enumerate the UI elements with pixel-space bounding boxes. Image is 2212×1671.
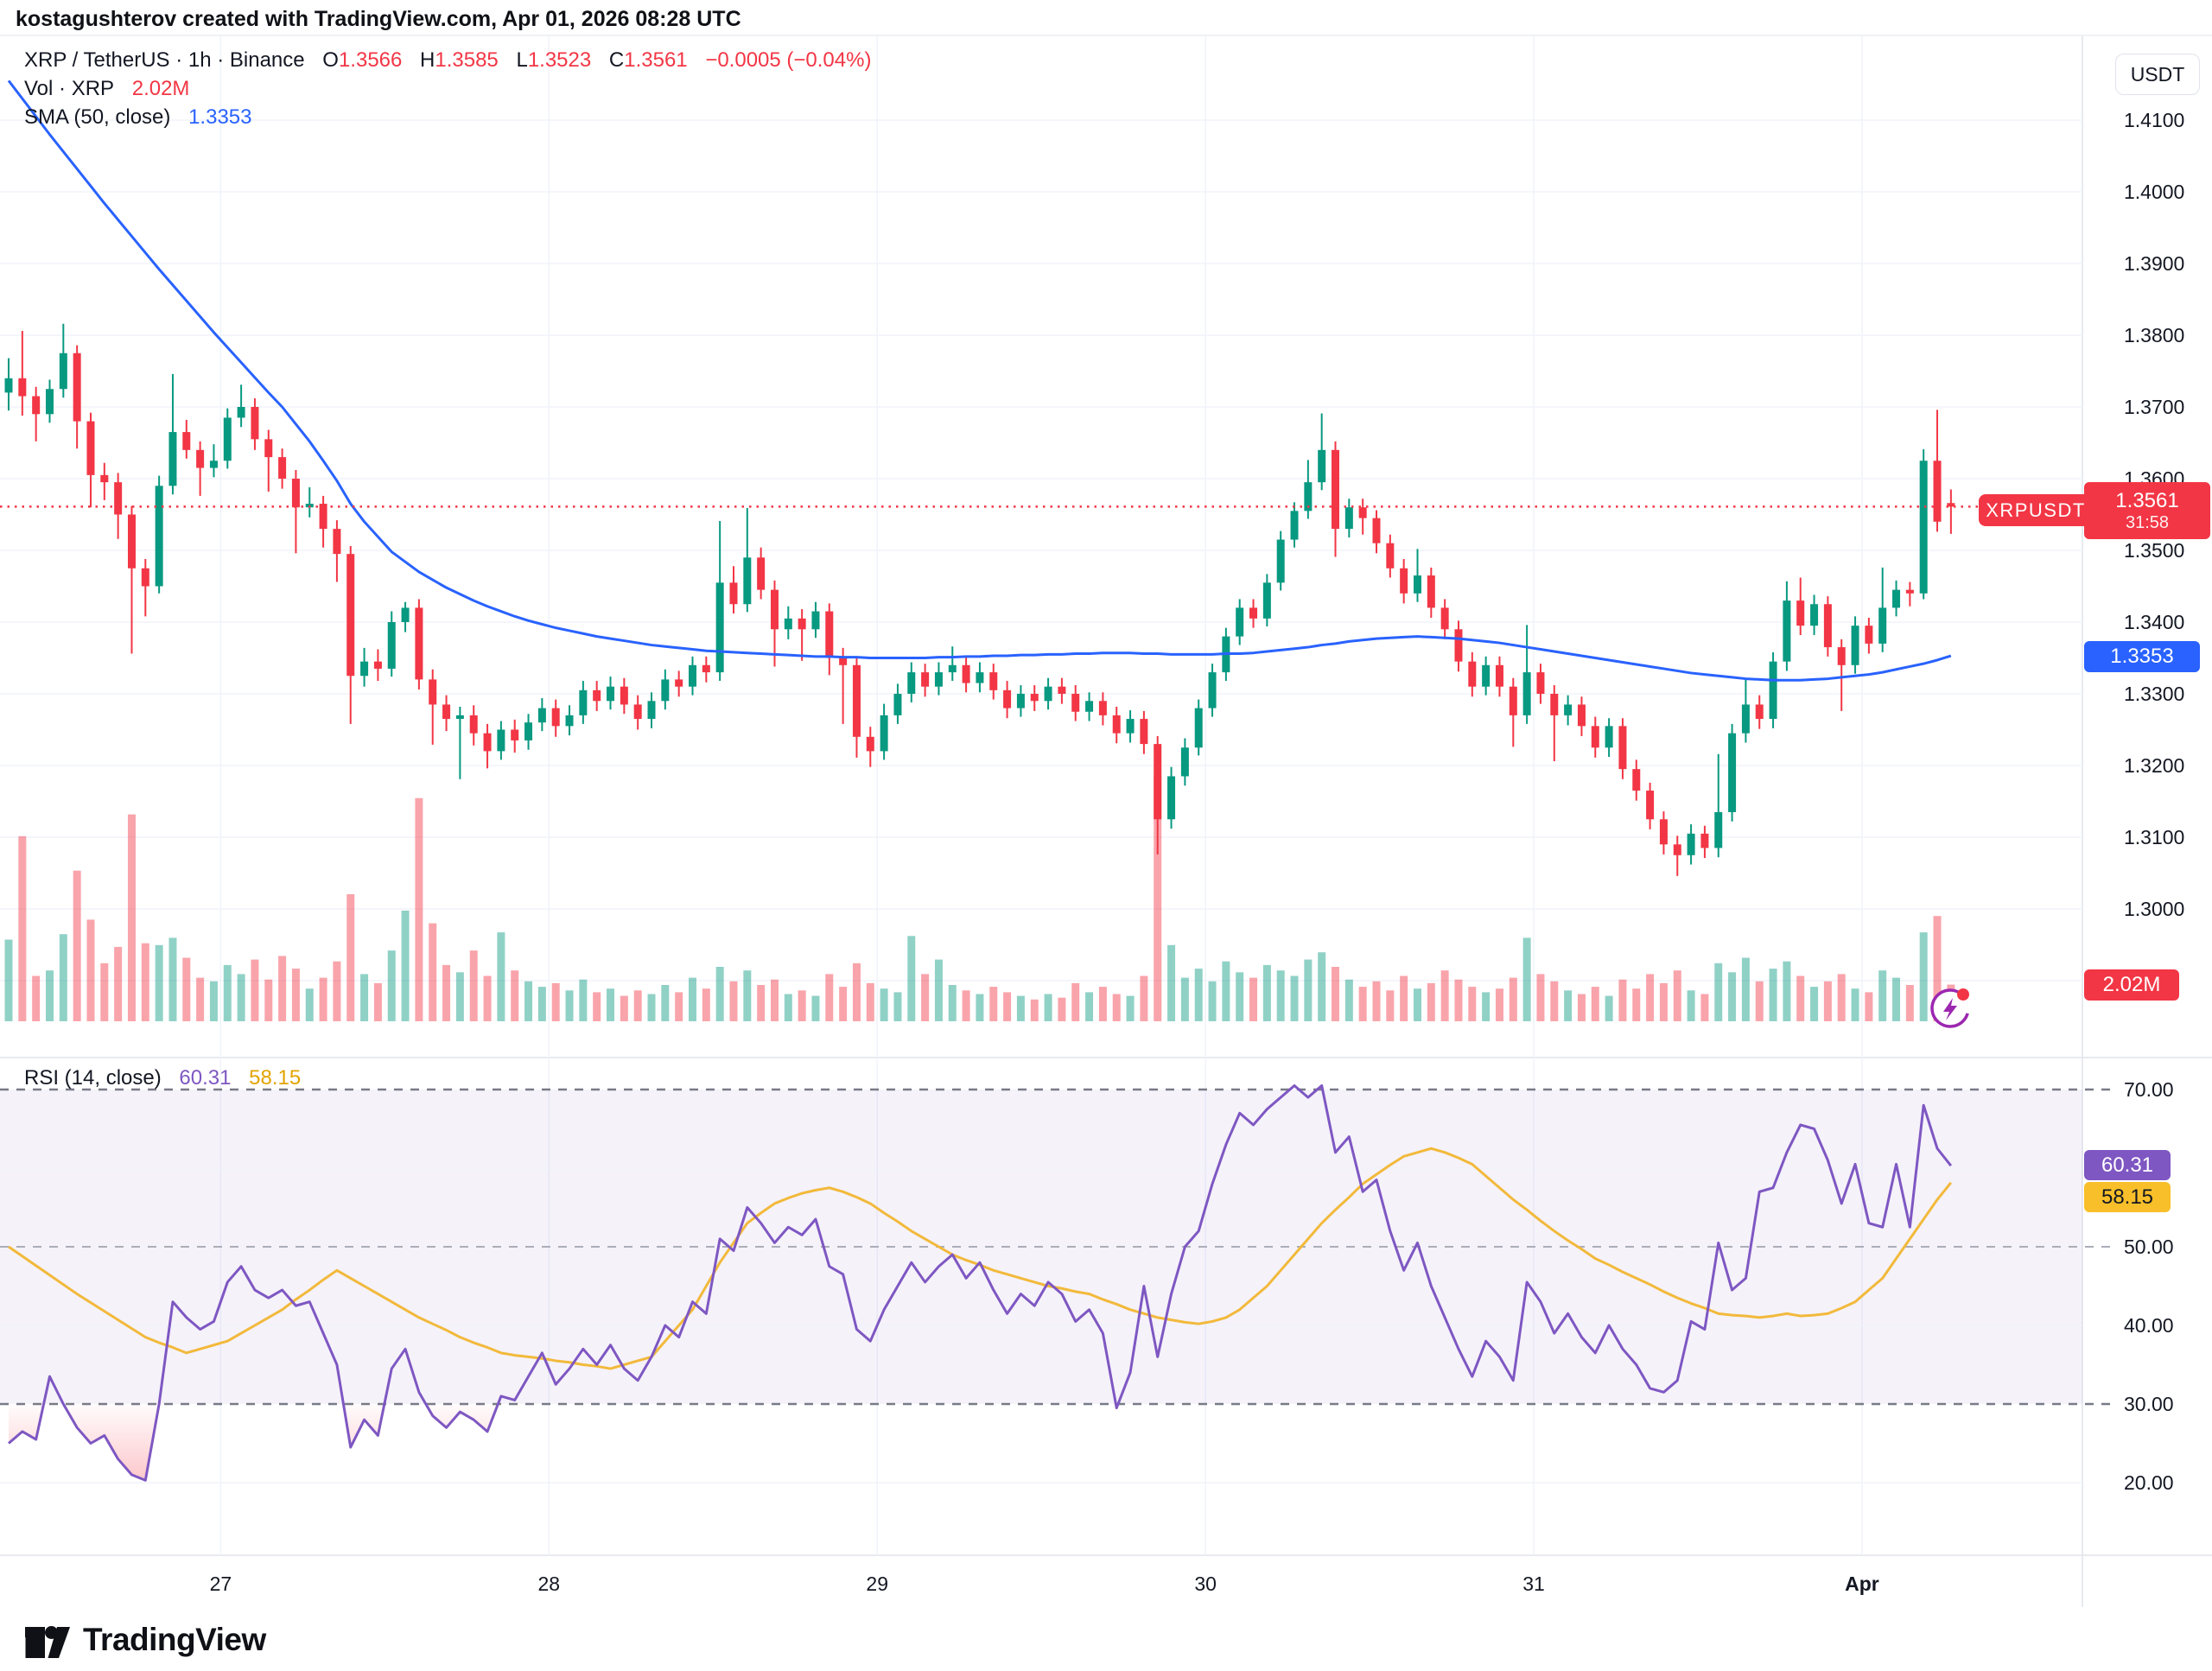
price-tick-1.3500: 1.3500 — [2124, 539, 2185, 562]
flash-icon[interactable] — [1927, 983, 1977, 1033]
time-tick-Apr: Apr — [1845, 1573, 1879, 1595]
time-tick-31: 31 — [1522, 1573, 1545, 1595]
open-label: O — [322, 48, 339, 72]
rsi-title: RSI (14, close) — [24, 1066, 162, 1090]
sma-legend-row[interactable]: SMA (50, close) 1.3353 — [24, 105, 251, 130]
price-tick-1.3300: 1.3300 — [2124, 683, 2185, 705]
price-tick-1.3800: 1.3800 — [2124, 324, 2185, 346]
rsi-legend-row[interactable]: RSI (14, close) 60.31 58.15 — [24, 1066, 301, 1090]
time-tick-29: 29 — [866, 1573, 888, 1595]
volume-legend-row[interactable]: Vol · XRP 2.02M — [24, 77, 189, 101]
time-tick-27: 27 — [209, 1573, 232, 1595]
symbol-price-tag: XRPUSDT — [1979, 494, 2093, 526]
rsi-value: 60.31 — [179, 1066, 232, 1090]
last-price-badge: 1.3561 31:58 — [2084, 482, 2210, 539]
rsi-value-badge: 60.31 — [2084, 1150, 2171, 1180]
low-label: L — [516, 48, 528, 72]
price-tick-1.3400: 1.3400 — [2124, 611, 2185, 633]
rsi-ma-value-badge: 58.15 — [2084, 1182, 2171, 1212]
lightning-glyph — [1943, 998, 1957, 1020]
currency-button[interactable]: USDT — [2115, 54, 2200, 95]
price-tick-1.3000: 1.3000 — [2124, 898, 2185, 920]
price-tick-1.3100: 1.3100 — [2124, 826, 2185, 848]
sma-label: SMA (50, close) — [24, 105, 171, 129]
volume-label: Vol · XRP — [24, 77, 115, 100]
last-price-value: 1.3561 — [2115, 489, 2179, 512]
high-label: H — [420, 48, 435, 72]
price-tick-1.4100: 1.4100 — [2124, 109, 2185, 131]
tradingview-logo-text: TradingView — [83, 1622, 266, 1657]
symbol-title: XRP / TetherUS · 1h · Binance — [24, 48, 305, 72]
low-value: 1.3523 — [527, 48, 592, 72]
attribution-header: kostagushterov created with TradingView.… — [16, 7, 741, 31]
sma-value: 1.3353 — [188, 105, 252, 129]
time-tick-30: 30 — [1194, 1573, 1217, 1595]
rsi-tick-70.00: 70.00 — [2124, 1078, 2174, 1101]
sma-price-badge: 1.3353 — [2084, 641, 2200, 672]
high-value: 1.3585 — [435, 48, 499, 72]
tradingview-mark-icon — [25, 1626, 70, 1658]
price-tick-1.4000: 1.4000 — [2124, 181, 2185, 203]
open-value: 1.3566 — [338, 48, 403, 72]
tradingview-logo[interactable]: TradingView — [24, 1617, 266, 1662]
volume-badge: 2.02M — [2084, 969, 2179, 1001]
time-tick-28: 28 — [537, 1573, 561, 1595]
change-value: −0.0005 (−0.04%) — [705, 48, 872, 72]
bar-countdown: 31:58 — [2125, 513, 2170, 532]
rsi-ma-value: 58.15 — [249, 1066, 302, 1090]
rsi-tick-50.00: 50.00 — [2124, 1236, 2174, 1258]
volume-value: 2.02M — [131, 77, 190, 100]
price-tick-1.3200: 1.3200 — [2124, 754, 2185, 777]
price-tick-1.3900: 1.3900 — [2124, 252, 2185, 275]
close-label: C — [608, 48, 625, 72]
rsi-tick-40.00: 40.00 — [2124, 1314, 2174, 1337]
rsi-tick-20.00: 20.00 — [2124, 1471, 2174, 1494]
notification-dot — [1957, 988, 1969, 1001]
symbol-legend-row[interactable]: XRP / TetherUS · 1h · Binance O1.3566 H1… — [24, 48, 871, 73]
rsi-tick-30.00: 30.00 — [2124, 1393, 2174, 1415]
close-value: 1.3561 — [624, 48, 688, 72]
price-tick-1.3700: 1.3700 — [2124, 396, 2185, 418]
